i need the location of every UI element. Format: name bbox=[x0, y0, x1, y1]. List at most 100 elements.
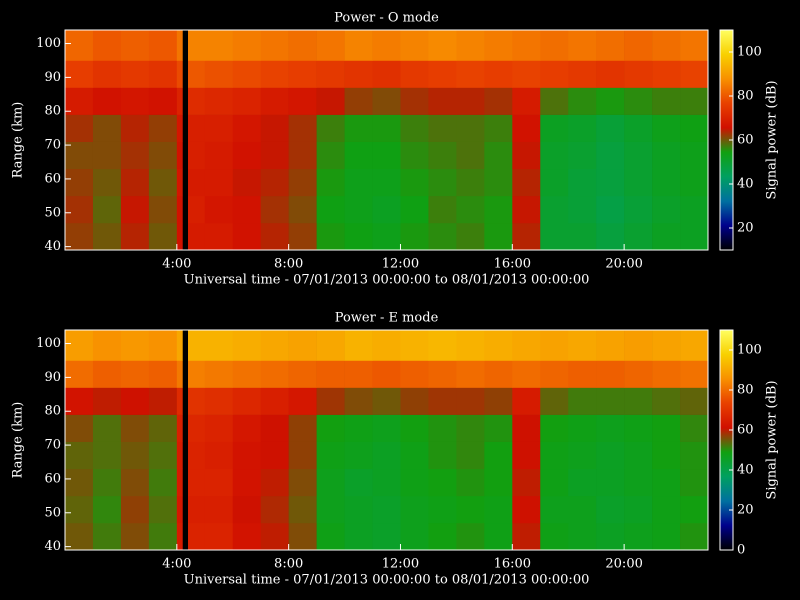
heatmap-cell bbox=[568, 30, 597, 61]
heatmap-cell bbox=[92, 87, 122, 115]
heatmap-cell bbox=[680, 360, 709, 388]
heatmap-cell bbox=[400, 330, 429, 361]
heatmap-cell bbox=[652, 222, 681, 251]
heatmap-cell bbox=[428, 441, 457, 470]
heatmap-cell bbox=[260, 195, 289, 224]
heatmap-cell bbox=[512, 30, 541, 61]
heatmap-cell bbox=[568, 441, 597, 470]
heatmap-cell bbox=[316, 114, 345, 142]
heatmap-cell bbox=[652, 522, 681, 551]
heatmap-cell bbox=[372, 387, 401, 415]
heatmap-cell bbox=[624, 87, 653, 115]
heatmap-cell bbox=[120, 141, 150, 170]
heatmap-cell bbox=[188, 495, 206, 524]
heatmap-cell bbox=[596, 222, 625, 251]
heatmap-cell bbox=[316, 141, 345, 170]
heatmap-cell bbox=[372, 30, 401, 61]
heatmap-cell bbox=[344, 141, 373, 170]
heatmap-cell bbox=[188, 360, 206, 388]
heatmap-cell bbox=[372, 168, 401, 197]
heatmap-cell bbox=[232, 222, 261, 251]
heatmap-cell bbox=[65, 414, 94, 442]
heatmap-cell bbox=[484, 360, 513, 388]
heatmap-cell bbox=[596, 468, 625, 497]
heatmap-cell bbox=[176, 414, 183, 442]
heatmap-cell bbox=[428, 114, 457, 142]
heatmap-cell bbox=[596, 414, 625, 442]
heatmap-cell bbox=[65, 468, 94, 497]
x-tick-label: 16:00 bbox=[494, 557, 531, 572]
heatmap-cell bbox=[540, 387, 569, 415]
heatmap-cell bbox=[260, 30, 289, 61]
plot-frame bbox=[64, 29, 709, 251]
heatmap-cell bbox=[680, 441, 709, 470]
heatmap-cell bbox=[512, 222, 541, 251]
heatmap-cell bbox=[400, 495, 429, 524]
heatmap-cell bbox=[624, 360, 653, 388]
heatmap-cell bbox=[288, 30, 317, 61]
heatmap-cell bbox=[65, 360, 94, 388]
heatmap-cell bbox=[288, 441, 317, 470]
heatmap-cell bbox=[232, 360, 261, 388]
heatmap-cell bbox=[176, 387, 183, 415]
x-tick-label: 4:00 bbox=[162, 257, 191, 272]
heatmap-cell bbox=[372, 468, 401, 497]
heatmap-cell bbox=[624, 222, 653, 251]
heatmap-cell bbox=[188, 114, 206, 142]
heatmap-cell bbox=[344, 360, 373, 388]
y-tick-label: 50 bbox=[44, 505, 61, 520]
heatmap-cell bbox=[344, 387, 373, 415]
heatmap-cell bbox=[540, 195, 569, 224]
heatmap-cell bbox=[260, 468, 289, 497]
heatmap-cell bbox=[148, 222, 178, 251]
heatmap-cell bbox=[680, 330, 709, 361]
heatmap-cell bbox=[568, 414, 597, 442]
y-tick-label: 100 bbox=[36, 36, 61, 51]
heatmap-cell bbox=[428, 168, 457, 197]
heatmap-cell bbox=[65, 87, 94, 115]
heatmap-cell bbox=[372, 114, 401, 142]
heatmap-cell bbox=[148, 168, 178, 197]
colorbar-tick-label: 40 bbox=[737, 177, 754, 192]
heatmap-cell bbox=[316, 387, 345, 415]
heatmap-cell bbox=[456, 330, 485, 361]
heatmap-cell bbox=[65, 330, 94, 361]
heatmap-cell bbox=[400, 360, 429, 388]
heatmap-cell bbox=[596, 114, 625, 142]
heatmap-cell bbox=[652, 330, 681, 361]
heatmap-cell bbox=[456, 60, 485, 88]
heatmap-cell bbox=[512, 330, 541, 361]
heatmap-cell bbox=[428, 141, 457, 170]
colorbar bbox=[719, 329, 734, 551]
heatmap-cell bbox=[540, 141, 569, 170]
heatmap-cell bbox=[568, 141, 597, 170]
heatmap-cell bbox=[680, 468, 709, 497]
heatmap-cell bbox=[120, 168, 150, 197]
heatmap-cell bbox=[120, 330, 150, 361]
heatmap-cell bbox=[92, 114, 122, 142]
heatmap-cell bbox=[188, 522, 206, 551]
heatmap-cell bbox=[204, 414, 234, 442]
heatmap-cell bbox=[680, 222, 709, 251]
heatmap-cell bbox=[344, 522, 373, 551]
heatmap-cell bbox=[596, 87, 625, 115]
heatmap-cell bbox=[484, 330, 513, 361]
x-tick-label: 20:00 bbox=[605, 257, 642, 272]
heatmap-cell bbox=[344, 195, 373, 224]
heatmap-cell bbox=[596, 195, 625, 224]
heatmap-cell bbox=[204, 495, 234, 524]
heatmap-cell bbox=[568, 114, 597, 142]
heatmap-cell bbox=[288, 414, 317, 442]
heatmap-cell bbox=[456, 441, 485, 470]
heatmap-cell bbox=[456, 495, 485, 524]
heatmap-cell bbox=[484, 441, 513, 470]
heatmap-cell bbox=[260, 222, 289, 251]
heatmap-cell bbox=[652, 30, 681, 61]
y-tick-label: 90 bbox=[44, 370, 61, 385]
heatmap-cell bbox=[65, 141, 94, 170]
heatmap-cell bbox=[288, 387, 317, 415]
heatmap-cell bbox=[512, 114, 541, 142]
heatmap-cell bbox=[624, 114, 653, 142]
heatmap-cell bbox=[204, 168, 234, 197]
